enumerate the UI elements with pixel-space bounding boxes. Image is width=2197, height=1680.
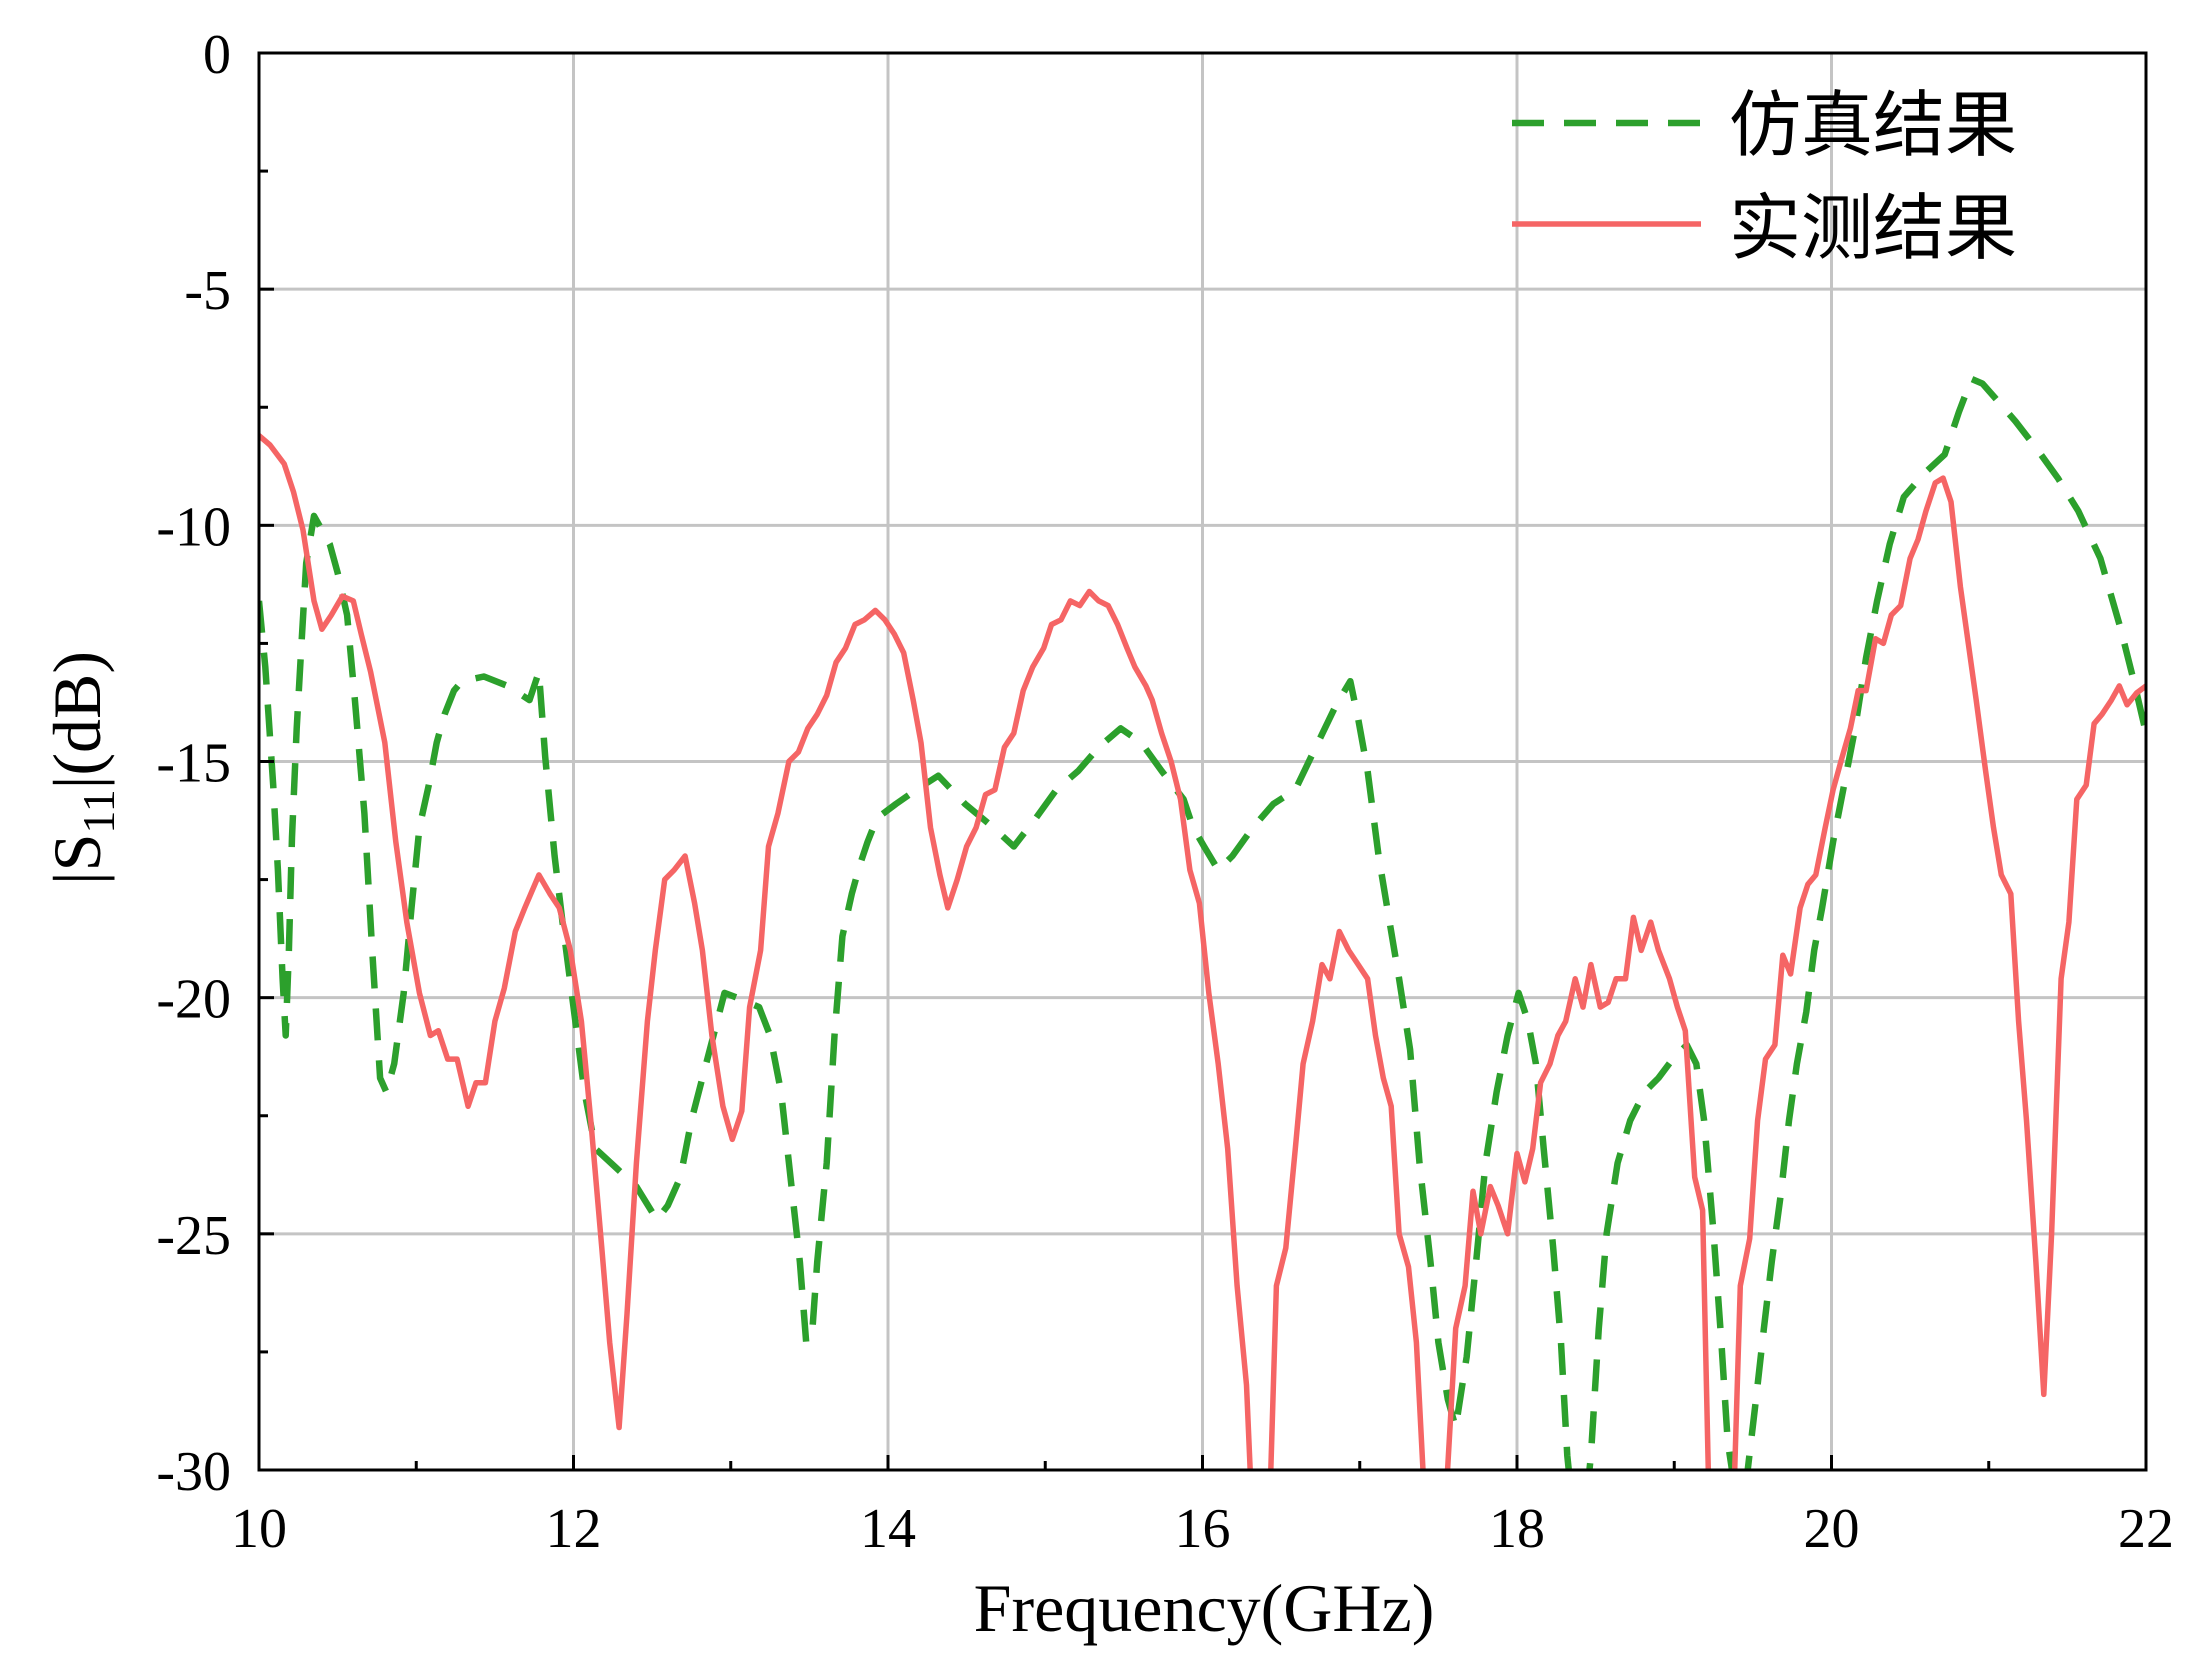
y-axis-title: |S11|(dB) [39, 651, 124, 885]
y-axis-title-subscript: 11 [73, 789, 124, 833]
y-axis-title-suffix: |(dB) [39, 651, 115, 789]
x-axis-title: Frequency(GHz) [974, 1570, 1435, 1646]
x-tick-label: 16 [1175, 1498, 1231, 1560]
legend-item-measured: 实测结果 [1512, 189, 2017, 269]
series-layer [259, 375, 2146, 1470]
y-tick-label: -5 [184, 260, 231, 322]
y-tick-label: -15 [156, 733, 231, 795]
x-tick-label: 12 [546, 1498, 602, 1560]
x-tick-label: 20 [1804, 1498, 1860, 1560]
x-tick-label: 22 [2118, 1498, 2174, 1560]
legend-label-simulated: 仿真结果 [1729, 86, 2017, 166]
legend: 仿真结果 实测结果 [1512, 86, 2017, 269]
x-tick-label: 10 [231, 1498, 287, 1560]
y-tick-label: -25 [156, 1205, 231, 1267]
legend-label-measured: 实测结果 [1729, 189, 2017, 269]
y-tick-labels: 0 -5 -10 -15 -20 -25 -30 [156, 24, 231, 1503]
y-tick-label: -30 [156, 1441, 231, 1503]
y-axis-title-prefix: |S [39, 834, 115, 885]
x-tick-label: 18 [1489, 1498, 1545, 1560]
y-tick-label: -10 [156, 496, 231, 558]
measured-series-line [259, 432, 2146, 1470]
x-tick-label: 14 [860, 1498, 916, 1560]
x-tick-labels: 10 12 14 16 18 20 22 [231, 1498, 2174, 1560]
legend-item-simulated: 仿真结果 [1512, 86, 2017, 166]
y-tick-label: 0 [203, 24, 231, 86]
y-tick-label: -20 [156, 969, 231, 1031]
axis-ticks [257, 51, 2148, 1472]
